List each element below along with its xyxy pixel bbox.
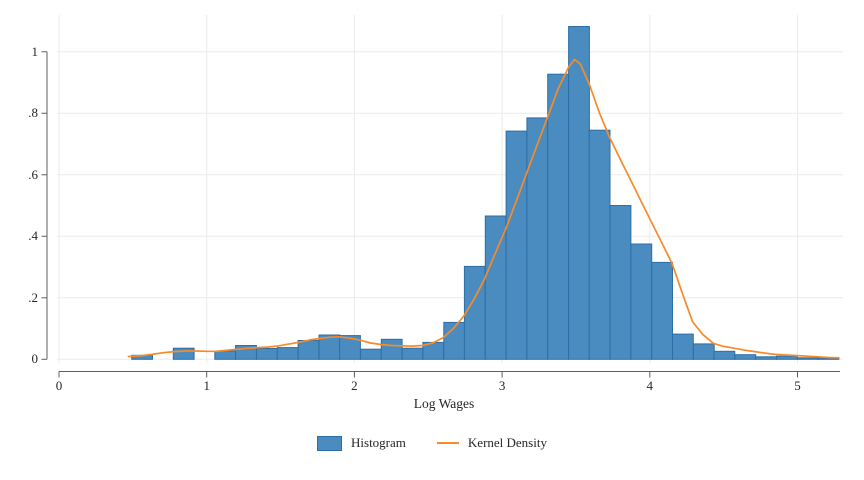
legend: Histogram Kernel Density	[0, 435, 864, 451]
histogram-bar	[588, 129, 611, 360]
histogram-bar	[505, 130, 528, 360]
legend-kde-label: Kernel Density	[467, 435, 547, 450]
legend-histogram-label: Histogram	[351, 435, 406, 450]
x-tick-label: 1	[203, 378, 210, 393]
histogram-bar	[463, 265, 486, 360]
histogram-bar	[360, 348, 382, 360]
y-tick-label: .4	[28, 228, 38, 244]
histogram-bar	[672, 333, 694, 360]
histogram-bar	[651, 261, 674, 360]
histogram-bar	[380, 338, 403, 360]
y-tick-label: .2	[28, 289, 38, 305]
histogram-bar	[630, 243, 653, 360]
histogram-bar	[339, 335, 361, 360]
histogram-bar	[547, 73, 570, 360]
histogram-bar	[734, 354, 757, 360]
histogram-bar	[713, 350, 736, 360]
x-tick-label: 3	[498, 378, 506, 393]
y-tick-label: .8	[28, 105, 38, 121]
histogram-bar	[755, 356, 778, 360]
histogram-bar	[692, 343, 715, 360]
histogram-bar	[297, 340, 320, 360]
kernel-density-curve	[127, 58, 840, 359]
y-tick-label: 1	[31, 43, 39, 59]
x-tick-label: 0	[55, 378, 63, 393]
histogram-bar	[256, 348, 278, 360]
histogram-bar	[401, 347, 424, 360]
legend-kde-line-sample	[436, 442, 459, 444]
y-tick-label: .6	[28, 166, 38, 182]
x-tick-label: 5	[794, 378, 801, 393]
histogram-bar	[214, 350, 237, 360]
legend-histogram-swatch	[317, 435, 343, 451]
histogram-bar	[609, 205, 632, 360]
x-tick-label: 4	[646, 378, 654, 393]
histogram-bar	[796, 357, 819, 360]
x-axis-title: Log Wages	[413, 396, 475, 411]
histogram-bar	[776, 355, 798, 360]
y-tick-label: 0	[31, 351, 39, 367]
histogram-bar	[526, 117, 549, 360]
x-tick-label: 2	[351, 378, 358, 393]
histogram-bar	[276, 347, 299, 360]
histogram-bar	[172, 347, 195, 360]
